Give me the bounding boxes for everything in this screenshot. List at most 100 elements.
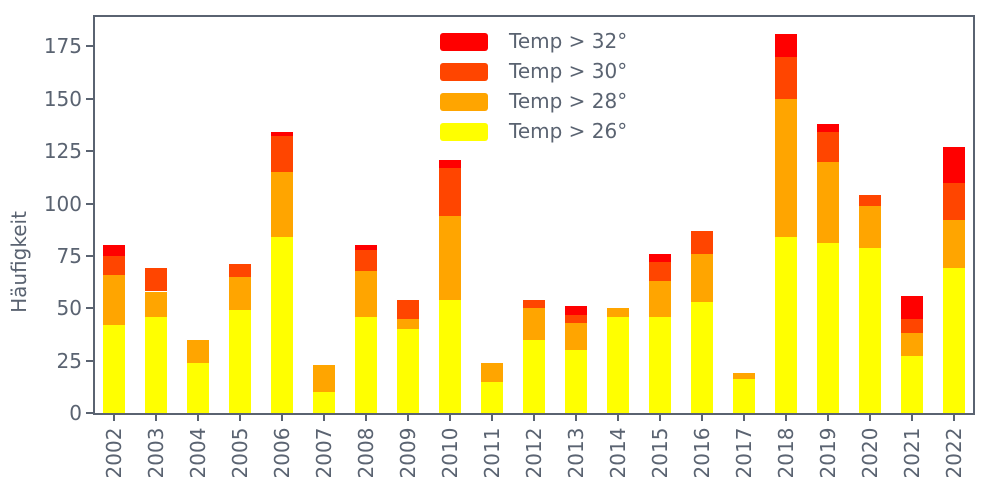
bar-segment xyxy=(943,146,965,183)
bar-segment xyxy=(271,172,293,238)
x-tick-label: 2009 xyxy=(396,427,420,479)
x-tick-label: 2005 xyxy=(228,427,252,479)
x-tick-label: 2022 xyxy=(942,427,966,479)
bar-segment xyxy=(901,356,923,413)
legend-swatch xyxy=(440,122,488,141)
y-tick-label: 25 xyxy=(56,348,82,373)
x-tick-mark xyxy=(869,415,871,421)
bar-segment xyxy=(649,253,671,263)
x-tick-mark xyxy=(491,415,493,421)
bar-segment xyxy=(229,264,251,277)
bar-segment xyxy=(187,362,209,413)
y-tick-mark xyxy=(86,150,93,153)
bar-segment xyxy=(691,253,713,302)
bar-segment xyxy=(901,333,923,357)
bar-segment xyxy=(103,255,125,275)
bar-segment xyxy=(187,339,209,363)
x-tick-mark xyxy=(365,415,367,421)
x-tick-mark xyxy=(911,415,913,421)
bar-segment xyxy=(859,205,881,248)
bar-segment xyxy=(145,316,167,413)
y-tick-mark xyxy=(86,202,93,205)
x-tick-label: 2006 xyxy=(270,427,294,479)
bar-segment xyxy=(313,364,335,393)
legend-item: Temp > 32° xyxy=(440,29,628,53)
x-tick-label: 2019 xyxy=(816,427,840,479)
x-tick-label: 2012 xyxy=(522,427,546,479)
y-tick-label: 0 xyxy=(69,401,82,425)
legend-label: Temp > 26° xyxy=(509,119,628,143)
x-tick-mark xyxy=(323,415,325,421)
y-tick-mark xyxy=(86,97,93,100)
bar-segment xyxy=(649,281,671,317)
y-tick-label: 75 xyxy=(56,243,82,268)
x-tick-mark xyxy=(617,415,619,421)
bar-segment xyxy=(733,373,755,380)
x-tick-mark xyxy=(953,415,955,421)
legend-label: Temp > 30° xyxy=(509,59,628,83)
legend: Temp > 32° Temp > 30° Temp > 28° Temp > 26° xyxy=(440,29,628,143)
x-tick-mark xyxy=(239,415,241,421)
bar-segment xyxy=(355,245,377,250)
bar-segment xyxy=(145,268,167,292)
y-tick-mark xyxy=(86,254,93,257)
legend-label: Temp > 28° xyxy=(509,89,628,113)
bar-segment xyxy=(355,270,377,317)
bar-segment xyxy=(817,243,839,413)
x-tick-mark xyxy=(785,415,787,421)
bar-segment xyxy=(817,161,839,244)
bar-segment xyxy=(397,329,419,413)
legend-swatch xyxy=(440,32,488,51)
bar-segment xyxy=(817,132,839,162)
bar-segment xyxy=(775,56,797,99)
bar-segment xyxy=(649,316,671,413)
bar-segment xyxy=(229,310,251,413)
x-tick-mark xyxy=(449,415,451,421)
bar-segment xyxy=(691,230,713,254)
legend-item: Temp > 26° xyxy=(440,119,628,143)
bar-segment xyxy=(103,245,125,256)
bar-segment xyxy=(859,195,881,206)
x-tick-label: 2011 xyxy=(480,427,504,479)
bar-segment xyxy=(229,276,251,311)
x-tick-mark xyxy=(197,415,199,421)
x-tick-label: 2017 xyxy=(732,427,756,479)
bar-segment xyxy=(481,362,503,382)
bar-segment xyxy=(355,249,377,271)
x-tick-mark xyxy=(281,415,283,421)
bar-segment xyxy=(775,33,797,57)
bar-segment xyxy=(397,318,419,330)
bar-segment xyxy=(439,159,461,168)
x-tick-label: 2016 xyxy=(690,427,714,479)
bar-segment xyxy=(523,339,545,413)
bar-segment xyxy=(523,299,545,309)
y-tick-mark xyxy=(86,45,93,48)
x-tick-mark xyxy=(743,415,745,421)
x-tick-label: 2002 xyxy=(102,427,126,479)
y-tick-label: 100 xyxy=(43,191,82,216)
bar-segment xyxy=(313,392,335,413)
bar-segment xyxy=(103,325,125,413)
bar-segment xyxy=(271,132,293,137)
x-tick-mark xyxy=(113,415,115,421)
bar-segment xyxy=(439,167,461,217)
y-tick-mark xyxy=(86,359,93,362)
x-tick-mark xyxy=(407,415,409,421)
x-tick-label: 2003 xyxy=(144,427,168,479)
bar-segment xyxy=(859,247,881,413)
legend-label: Temp > 32° xyxy=(509,29,628,53)
x-tick-label: 2010 xyxy=(438,427,462,479)
bar-segment xyxy=(775,98,797,238)
x-tick-label: 2021 xyxy=(900,427,924,479)
bar-segment xyxy=(691,301,713,413)
bar-segment xyxy=(943,182,965,221)
bar-segment xyxy=(439,299,461,413)
bar-segment xyxy=(943,220,965,269)
x-tick-label: 2007 xyxy=(312,427,336,479)
bar-segment xyxy=(901,318,923,334)
y-tick-label: 175 xyxy=(43,34,82,59)
x-tick-label: 2013 xyxy=(564,427,588,479)
x-tick-mark xyxy=(659,415,661,421)
bar-segment xyxy=(439,216,461,300)
